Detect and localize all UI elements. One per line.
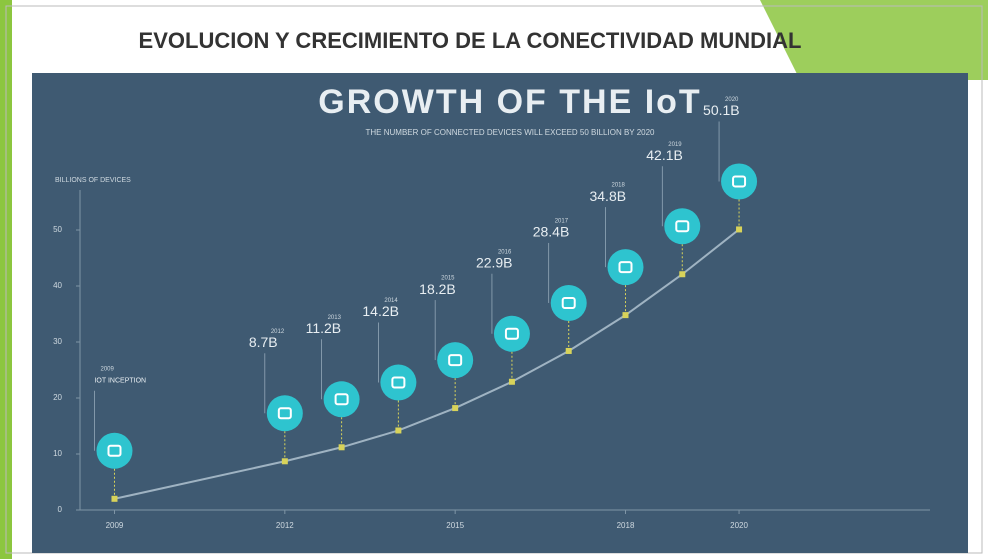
device-glyph xyxy=(732,175,747,188)
data-point xyxy=(452,405,459,412)
chart-title: GROWTH OF THE IoT xyxy=(318,83,701,121)
value-label: 28.4B xyxy=(533,224,570,240)
x-tick-label: 2018 xyxy=(617,521,635,530)
device-glyph xyxy=(561,296,576,309)
x-tick-label: 2015 xyxy=(446,521,464,530)
data-point xyxy=(111,495,118,502)
top-accent xyxy=(760,0,988,80)
point-year: 2014 xyxy=(384,298,398,304)
data-line xyxy=(114,228,740,500)
chart-subtitle: THE NUMBER OF CONNECTED DEVICES WILL EXC… xyxy=(366,128,656,137)
device-icon xyxy=(493,315,530,352)
value-label: 22.9B xyxy=(476,254,513,270)
annotation: IOT INCEPTION xyxy=(94,378,146,385)
device-icon xyxy=(96,432,133,469)
value-label: 50.1B xyxy=(703,102,740,118)
device-glyph xyxy=(107,444,122,457)
y-tick-label: 50 xyxy=(53,225,62,234)
y-tick-label: 20 xyxy=(53,393,62,402)
device-glyph xyxy=(334,393,349,406)
device-icon xyxy=(607,249,644,286)
point-year: 2012 xyxy=(271,329,285,335)
value-label: 8.7B xyxy=(249,334,278,350)
chart-panel xyxy=(32,73,968,553)
value-label: 18.2B xyxy=(419,281,456,297)
data-point xyxy=(679,271,686,278)
point-year: 2019 xyxy=(668,142,682,148)
point-year: 2016 xyxy=(498,249,512,255)
value-label: 14.2B xyxy=(362,303,399,319)
data-point xyxy=(565,347,572,354)
device-glyph xyxy=(675,220,690,233)
point-year: 2018 xyxy=(611,183,625,189)
device-glyph xyxy=(504,327,519,340)
slide-title: EVOLUCION Y CRECIMIENTO DE LA CONECTIVID… xyxy=(139,28,802,53)
device-glyph xyxy=(391,376,406,389)
value-label: 11.2B xyxy=(306,320,342,336)
y-tick-label: 0 xyxy=(58,505,63,514)
data-point xyxy=(281,458,288,465)
y-tick-label: 10 xyxy=(53,449,62,458)
point-year: 2009 xyxy=(100,366,114,372)
data-point xyxy=(622,312,629,319)
device-glyph xyxy=(448,354,463,367)
device-glyph xyxy=(277,407,292,420)
data-point xyxy=(736,226,743,233)
device-icon xyxy=(664,208,701,245)
point-year: 2020 xyxy=(725,97,739,103)
device-icon xyxy=(721,163,758,200)
value-label: 34.8B xyxy=(589,188,626,204)
point-year: 2015 xyxy=(441,276,455,282)
device-icon xyxy=(266,395,303,432)
point-year: 2017 xyxy=(555,219,569,225)
device-icon xyxy=(380,364,417,401)
data-point xyxy=(338,444,345,451)
y-tick-label: 30 xyxy=(53,337,62,346)
device-glyph xyxy=(618,261,633,274)
device-icon xyxy=(323,381,360,418)
x-tick-label: 2009 xyxy=(106,521,124,530)
x-tick-label: 2012 xyxy=(276,521,294,530)
data-point xyxy=(395,427,402,434)
device-icon xyxy=(550,284,587,321)
data-point xyxy=(508,378,515,385)
value-label: 42.1B xyxy=(646,147,683,163)
point-year: 2013 xyxy=(328,315,342,321)
device-icon xyxy=(437,342,474,379)
y-axis-label: BILLIONS OF DEVICES xyxy=(55,177,131,184)
x-tick-label: 2020 xyxy=(730,521,748,530)
y-tick-label: 40 xyxy=(53,281,62,290)
